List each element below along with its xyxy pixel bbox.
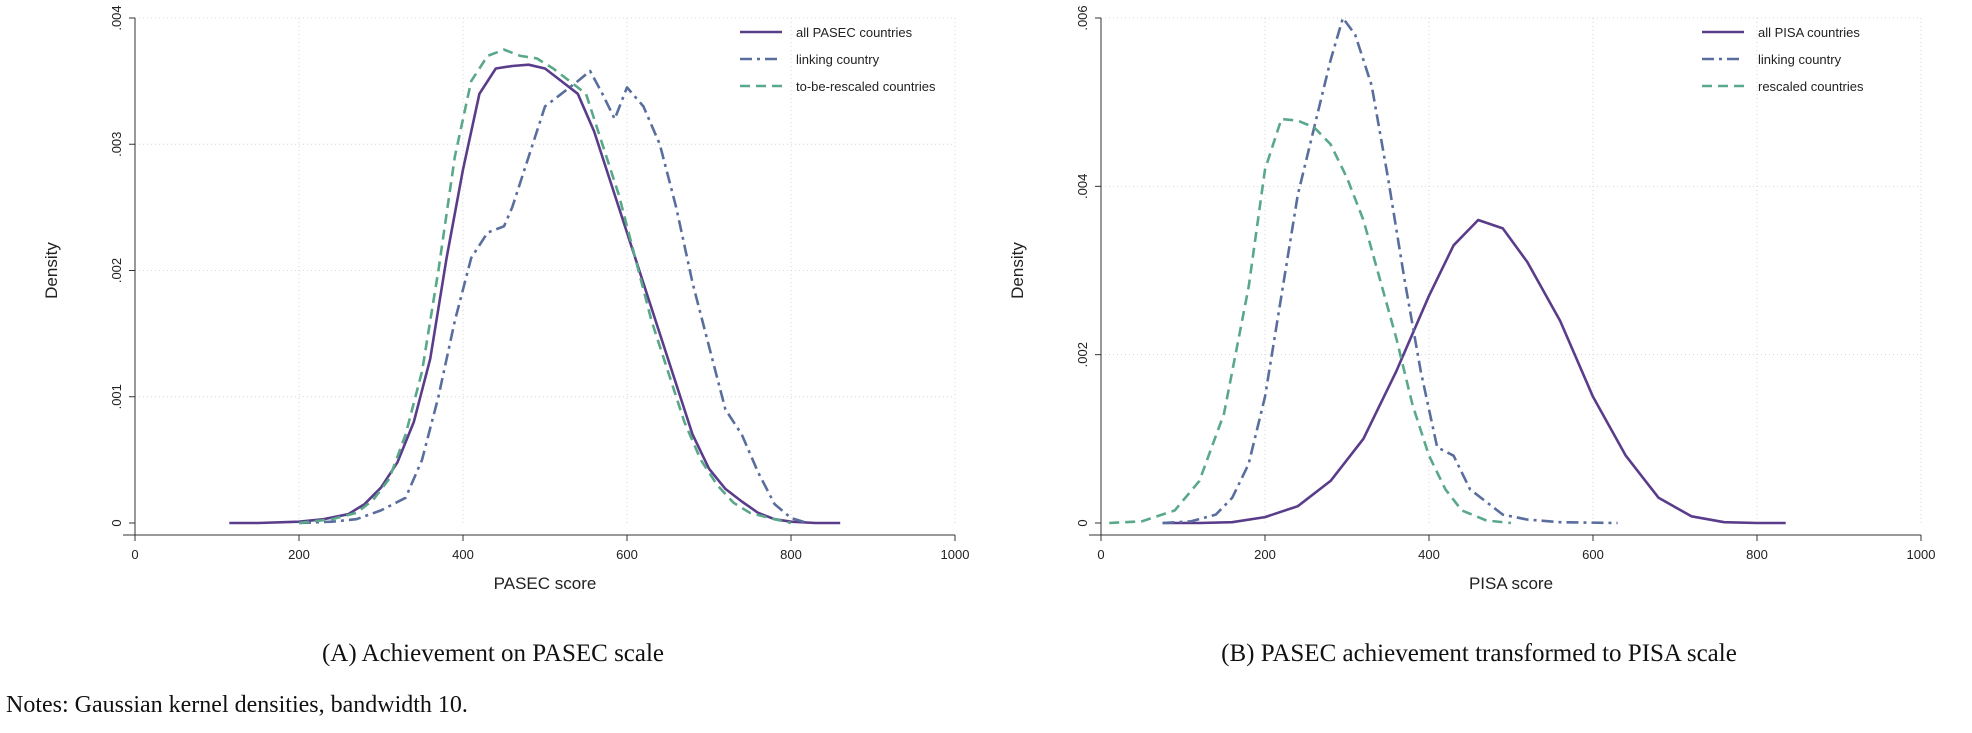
y-tick-label: .001 [109,384,124,409]
legend-label-2: linking country [1758,52,1842,67]
x-axis-title: PASEC score [494,574,597,593]
x-tick-label: 800 [1746,547,1768,562]
y-tick-label: .003 [109,132,124,157]
x-tick-label: 1000 [1907,547,1936,562]
x-tick-label: 200 [1254,547,1276,562]
series-line-2 [1162,16,1618,525]
legend-label-3: rescaled countries [1758,79,1864,94]
y-tick-label: 0 [109,519,124,526]
legend-label-3: to-be-rescaled countries [796,79,936,94]
legend-label-2: linking country [796,52,880,67]
chart-a: 0 .001 .002 .003 .004 0 200 400 600 800 1000 PASEC … [42,5,970,593]
y-tick-label: .002 [109,258,124,283]
x-tick-label: 600 [616,547,638,562]
y-axis-title: Density [1008,242,1027,299]
x-tick-label: 1000 [941,547,970,562]
x-tick-label: 400 [1418,547,1440,562]
series-line-3 [298,48,792,525]
panel-a: 0 .001 .002 .003 .004 0 200 400 600 800 1000 PASEC … [0,0,986,690]
caption-a: (A) Achievement on PASEC scale [321,640,665,667]
x-tick-label: 600 [1582,547,1604,562]
legend-label-1: all PISA countries [1758,25,1860,40]
y-tick-label: .004 [109,5,124,30]
notes-text: Notes: Gaussian kernel densities, bandwi… [6,692,468,718]
series-line-2 [298,69,808,525]
x-tick-label: 400 [452,547,474,562]
legend-label-1: all PASEC countries [796,25,913,40]
x-tick-label: 0 [131,547,138,562]
series-line-3 [1109,117,1512,525]
series-line-1 [229,63,841,525]
x-axis-title: PISA score [1469,574,1553,593]
chart-b: 0 .002 .004 .006 0 200 400 600 800 1000 PISA score… [1008,5,1936,593]
y-tick-label: .002 [1075,342,1090,367]
y-tick-label: .004 [1075,174,1090,199]
caption-b: (B) PASEC achievement transformed to PIS… [1221,640,1737,667]
x-tick-label: 800 [780,547,802,562]
panel-b: 0 .002 .004 .006 0 200 400 600 800 1000 PISA score… [986,0,1972,690]
y-tick-label: 0 [1075,519,1090,526]
series-line-1 [1162,218,1786,525]
y-axis-title: Density [42,242,61,299]
x-tick-label: 200 [288,547,310,562]
y-tick-label: .006 [1075,5,1090,30]
x-tick-label: 0 [1097,547,1104,562]
